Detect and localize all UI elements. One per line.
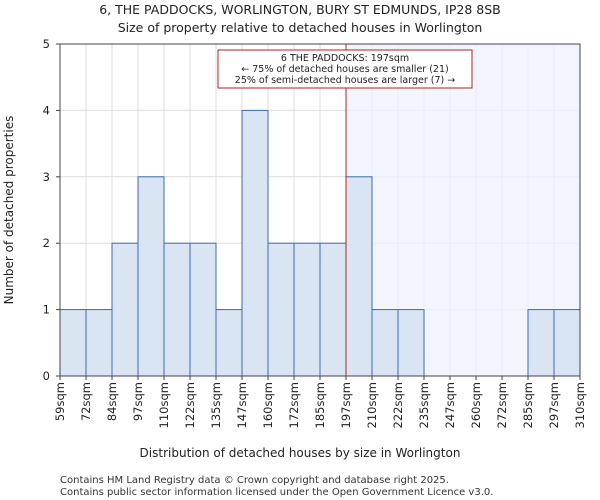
- x-tick-label: 310sqm: [573, 382, 587, 428]
- x-tick-label: 135sqm: [209, 382, 223, 428]
- bar-147sqm: [241, 109, 269, 377]
- y-axis-label: Number of detached properties: [2, 116, 16, 305]
- bar-285sqm: [527, 309, 555, 377]
- x-tick-label: 185sqm: [313, 382, 327, 428]
- bar-297sqm: [553, 309, 581, 377]
- x-tick-label: 235sqm: [417, 382, 431, 428]
- y-tick-label: 3: [43, 170, 50, 184]
- chart-subtitle: Size of property relative to detached ho…: [118, 20, 483, 35]
- annotation-border: [217, 49, 473, 89]
- annotation-line-3: 25% of semi-detached houses are larger (…: [235, 75, 455, 86]
- y-tick-label: 0: [43, 369, 50, 383]
- bar-197sqm: [345, 176, 373, 377]
- x-tick-label: 297sqm: [547, 382, 561, 428]
- bar-84sqm: [111, 242, 139, 377]
- x-tick-label: 122sqm: [183, 382, 197, 428]
- x-tick-label: 210sqm: [365, 382, 379, 428]
- footer-line-2: Contains public sector information licen…: [60, 487, 493, 498]
- bar-72sqm: [85, 309, 113, 377]
- x-tick-label: 272sqm: [495, 382, 509, 428]
- y-tick-label: 4: [43, 103, 50, 117]
- x-tick-label: 260sqm: [469, 382, 483, 428]
- bar-172sqm: [293, 242, 321, 377]
- x-tick-label: 59sqm: [53, 382, 67, 421]
- y-tick-label: 1: [43, 303, 50, 317]
- x-tick-label: 147sqm: [235, 382, 249, 428]
- x-tick-label: 84sqm: [105, 382, 119, 421]
- x-tick-label: 247sqm: [443, 382, 457, 428]
- bar-110sqm: [163, 242, 191, 377]
- bar-160sqm: [267, 242, 295, 377]
- x-tick-label: 72sqm: [79, 382, 93, 421]
- x-tick-label: 160sqm: [261, 382, 275, 428]
- bar-210sqm: [371, 309, 399, 377]
- y-tick-labels: 0 1 2 3 4 5: [43, 37, 60, 383]
- x-axis-label: Distribution of detached houses by size …: [140, 446, 461, 460]
- x-tick-label: 285sqm: [521, 382, 535, 428]
- x-tick-label: 197sqm: [339, 382, 353, 428]
- x-tick-label: 172sqm: [287, 382, 301, 428]
- x-tick-label: 222sqm: [391, 382, 405, 428]
- y-tick-label: 2: [43, 236, 50, 250]
- y-tick-label: 5: [43, 37, 50, 51]
- bar-59sqm: [59, 309, 87, 377]
- bar-122sqm: [189, 242, 217, 377]
- x-tick-label: 110sqm: [157, 382, 171, 428]
- bar-97sqm: [137, 176, 165, 377]
- chart-title: 6, THE PADDOCKS, WORLINGTON, BURY ST EDM…: [99, 2, 501, 17]
- bars: [59, 109, 581, 377]
- bar-222sqm: [397, 309, 425, 377]
- x-tick-label: 97sqm: [131, 382, 145, 421]
- annotation-box: 6 THE PADDOCKS: 197sqm ← 75% of detached…: [217, 49, 473, 89]
- x-tick-labels: 59sqm 72sqm 84sqm 97sqm 110sqm 122sqm 135sqm 14…: [53, 376, 587, 428]
- bar-135sqm: [215, 309, 243, 377]
- annotation-line-1: 6 THE PADDOCKS: 197sqm: [281, 53, 409, 64]
- bar-185sqm: [319, 242, 347, 377]
- annotation-line-2: ← 75% of detached houses are smaller (21…: [241, 64, 448, 75]
- footer-line-1: Contains HM Land Registry data © Crown c…: [60, 475, 449, 486]
